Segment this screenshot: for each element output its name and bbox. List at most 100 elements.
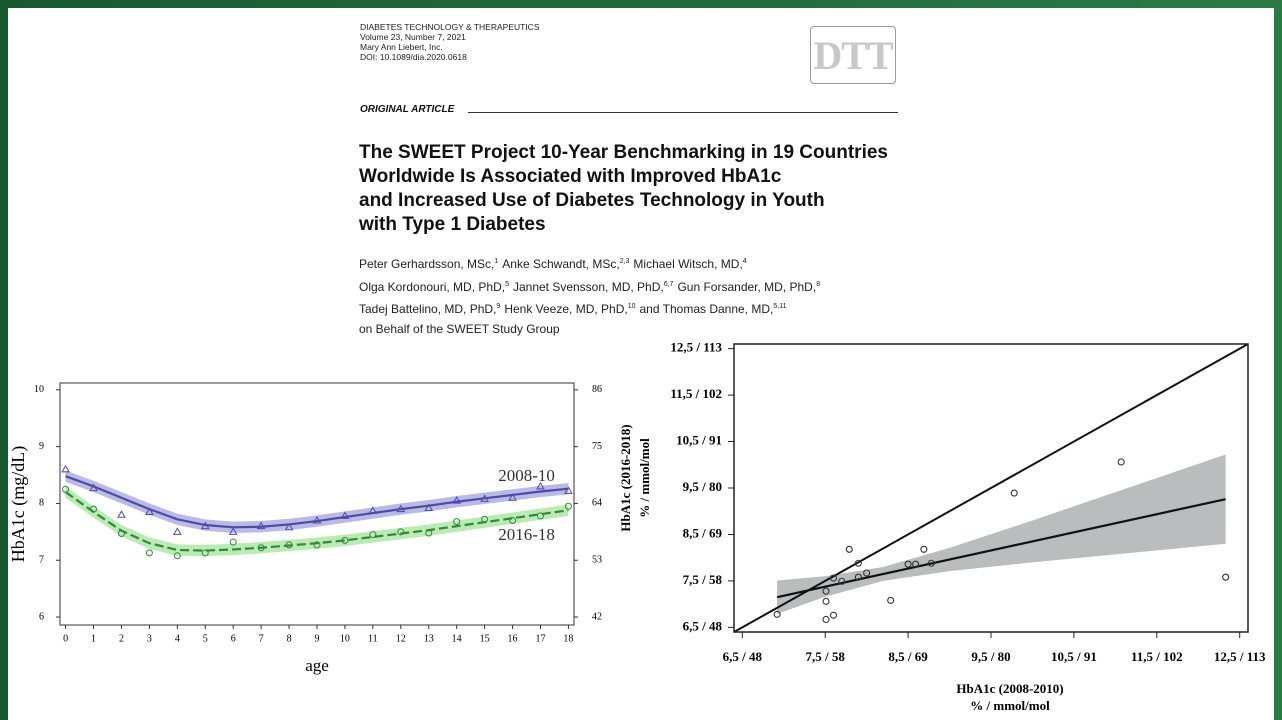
data-point [90, 505, 98, 513]
x-tick-label: 4 [175, 633, 180, 644]
data-point [368, 506, 378, 514]
x-axis-label: % / mmol/mol [970, 698, 1050, 713]
x-tick-label: 9 [315, 633, 320, 644]
x-tick-label: 12,5 / 113 [1214, 649, 1266, 664]
author-name: Olga Kordonouri, MD, PhD, [359, 279, 506, 294]
y-axis-label: % / mmol/mol [637, 438, 652, 518]
y2-tick-label: 53 [592, 555, 602, 566]
data-point [313, 541, 321, 549]
data-point [927, 559, 935, 567]
data-point [62, 485, 70, 493]
data-point [257, 544, 265, 552]
data-point [920, 545, 928, 553]
journal-info: DIABETES TECHNOLOGY & THERAPEUTICS Volume… [360, 22, 540, 62]
author-line: Olga Kordonouri, MD, PhD,5 Jannet Svensso… [359, 275, 824, 298]
x-axis-label: HbA1c (2008-2010) [956, 681, 1063, 696]
data-point [396, 504, 406, 513]
x-tick-label: 9,5 / 80 [971, 649, 1010, 664]
journal-line: Mary Ann Liebert, Inc. [360, 42, 443, 52]
data-point [509, 516, 517, 524]
data-point [564, 502, 572, 510]
data-point [173, 552, 181, 560]
y-tick-label: 11,5 / 102 [670, 386, 722, 401]
data-point [481, 515, 489, 523]
x-tick-label: 0 [63, 633, 68, 644]
affiliation: 8 [816, 280, 821, 288]
affiliation: 2,3 [619, 258, 630, 265]
author-name: Henk Veeze, MD, PhD, [504, 302, 628, 316]
x-tick-label: 10 [340, 633, 350, 644]
x-tick-label: 12 [396, 633, 406, 644]
data-point [425, 529, 433, 537]
data-point [1010, 489, 1018, 497]
data-point [200, 521, 210, 530]
author-name: on Behalf of the SWEET Study Group [359, 321, 560, 336]
data-point [340, 511, 350, 519]
author-list: Peter Gerhardsson, MSc,1 Anke Schwandt, M… [359, 252, 824, 339]
confidence-band [777, 454, 1226, 614]
data-point [829, 611, 838, 619]
y-tick-label: 6 [39, 611, 44, 622]
series-label: 2008-10 [498, 466, 555, 485]
data-point [229, 538, 237, 546]
y-tick-label: 10 [34, 384, 44, 395]
data-point [838, 577, 846, 585]
y2-tick-label: 64 [592, 498, 602, 509]
data-point [284, 522, 294, 531]
y-tick-label: 8 [39, 498, 44, 509]
y-tick-label: 9,5 / 80 [683, 479, 722, 494]
x-tick-label: 18 [563, 633, 573, 644]
x-tick-label: 3 [147, 633, 152, 644]
article-title: The SWEET Project 10-Year Benchmarking i… [359, 141, 888, 237]
x-tick-label: 11,5 / 102 [1131, 649, 1183, 664]
data-point [228, 527, 238, 535]
title-line: The SWEET Project 10-Year Benchmarking i… [359, 142, 888, 163]
section-label: ORIGINAL ARTICLE [360, 104, 455, 115]
data-point [863, 569, 871, 577]
x-tick-label: 6,5 / 48 [723, 649, 763, 664]
affiliation: 5,11 [773, 303, 787, 310]
author-name: Tadej Battelino, MD, PhD, [359, 302, 497, 316]
x-tick-label: 16 [508, 633, 518, 644]
title-line: with Type 1 Diabetes [359, 214, 546, 235]
affiliation: 10 [627, 303, 636, 310]
x-tick-label: 8,5 / 69 [888, 649, 928, 664]
y-axis-label: HbA1c (2016-2018) [618, 424, 633, 531]
title-line: Worldwide Is Associated with Improved Hb… [359, 166, 782, 187]
x-tick-label: 2 [119, 633, 124, 644]
x-tick-label: 14 [452, 633, 462, 644]
data-point [172, 527, 182, 535]
data-point [61, 464, 70, 473]
affiliation: 1 [494, 258, 499, 265]
author-name: and Thomas Danne, MD, [639, 302, 774, 316]
author-name: Jannet Svensson, MD, PhD, [512, 279, 664, 294]
data-point [1222, 573, 1230, 581]
y-tick-label: 9 [39, 441, 44, 452]
y-tick-label: 8,5 / 69 [683, 525, 723, 540]
data-point [508, 493, 517, 501]
journal-line: Volume 23, Number 7, 2021 [360, 32, 466, 42]
data-point [904, 560, 912, 568]
x-tick-label: 5 [203, 633, 208, 644]
x-tick-label: 8 [287, 633, 292, 644]
x-tick-label: 7,5 / 58 [806, 649, 846, 664]
y2-tick-label: 86 [592, 384, 602, 395]
regression-line [776, 498, 1226, 599]
data-point [341, 536, 349, 544]
y2-tick-label: 75 [592, 441, 602, 452]
x-tick-label: 11 [368, 633, 378, 644]
data-point [536, 481, 545, 490]
data-point [256, 521, 266, 530]
data-point [822, 615, 830, 624]
data-point [453, 518, 461, 526]
series-label: 2016-18 [498, 525, 555, 544]
x-tick-label: 7 [259, 633, 264, 644]
data-point [117, 530, 125, 538]
y-tick-label: 12,5 / 113 [670, 340, 722, 355]
y-tick-label: 6,5 / 48 [683, 618, 723, 633]
slide: DIABETES TECHNOLOGY & THERAPEUTICS Volume… [8, 8, 1274, 720]
data-point [829, 574, 838, 582]
data-point [201, 549, 209, 557]
